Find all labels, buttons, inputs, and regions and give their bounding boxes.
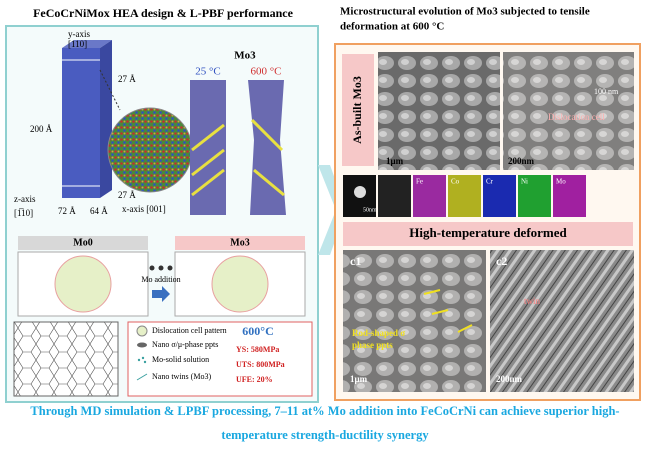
eds-label: Fe <box>416 178 423 186</box>
mo3-header <box>175 236 305 250</box>
right-title: deformation at 600 °C <box>340 21 444 33</box>
eds-maps <box>343 175 586 217</box>
annotation: Dislocation cell <box>548 112 605 122</box>
micrograph <box>503 52 634 170</box>
mo0-grain <box>54 255 112 313</box>
property: UFE: 20% <box>236 375 273 384</box>
eds-label: Ni <box>521 178 528 186</box>
bottom-dim: 27 Å <box>118 190 136 200</box>
as-built-label: As-built Mo3 <box>350 76 364 144</box>
scale-bar: 200nm <box>496 374 523 384</box>
annotation-arrows <box>423 289 473 333</box>
panel-label: c2 <box>496 254 507 268</box>
arrow <box>152 286 170 302</box>
y-dir: [110] <box>68 39 87 49</box>
right-title: Microstructural evolution of Mo3 subject… <box>340 6 590 18</box>
caption: Through MD simulation & LPBF processing,… <box>30 404 619 418</box>
legend-temp: 600°C <box>242 324 273 338</box>
z-dim: 72 Å <box>58 206 76 216</box>
sim-title: Mo3 <box>234 50 256 62</box>
eds-label: Mo <box>556 178 566 186</box>
scale-bar: 1μm <box>386 156 404 166</box>
dots <box>149 265 173 271</box>
temp-high: 600 °C <box>251 66 282 78</box>
mo0-label: Mo0 <box>73 237 92 248</box>
eds-label: Co <box>451 178 460 186</box>
micrograph <box>378 52 500 170</box>
x-axis: x-axis [001] <box>122 204 166 214</box>
legend-item: Nano twins (Mo3) <box>152 372 211 381</box>
caption: temperature strength-ductility synergy <box>221 428 429 442</box>
eds-label: Cr <box>486 178 494 186</box>
temp-low: 25 °C <box>195 66 221 78</box>
scale-bar: 200nm <box>508 156 535 166</box>
z-axis: z-axis <box>14 194 36 204</box>
property: UTS: 800MPa <box>236 360 285 369</box>
grain-map <box>13 321 119 397</box>
md-snapshots <box>190 80 286 215</box>
height-dim: 200 Å <box>30 124 53 134</box>
z-dir: [1̅10] <box>14 208 33 218</box>
micrograph <box>343 250 486 392</box>
mo0-header <box>18 236 148 250</box>
legend-item: Dislocation cell pattern <box>152 326 227 335</box>
annotation: Rod-shaped σ <box>352 328 405 338</box>
x-dim: 64 Å <box>90 206 108 216</box>
annotation: twin <box>524 296 541 306</box>
y-axis: y-axis <box>68 29 90 39</box>
panel-label: c1 <box>350 254 361 268</box>
as-built-tag <box>342 54 374 166</box>
legend-item: Mo-solid solution <box>152 355 209 364</box>
mo3-grain <box>211 255 269 313</box>
legend-box <box>127 321 313 397</box>
annotation: phase ppts <box>352 340 393 350</box>
atomistic-model <box>62 40 193 198</box>
scale-bar: 1μm <box>350 374 368 384</box>
scale-bar: 100 nm <box>594 87 619 96</box>
property: YS: 580MPa <box>236 345 279 354</box>
top-dim: 27 Å <box>118 74 136 84</box>
left-title: FeCoCrNiMox HEA design & L-PBF performan… <box>33 6 294 20</box>
mo-addition: Mo addition <box>141 275 180 284</box>
deformed-banner <box>343 222 633 246</box>
deformed-label: High-temperature deformed <box>409 225 567 240</box>
micrograph <box>490 250 634 392</box>
eds-scale: 50nm <box>363 207 377 213</box>
legend-item: Nano σ/μ-phase ppts <box>152 340 218 349</box>
mo3-label: Mo3 <box>230 237 249 248</box>
